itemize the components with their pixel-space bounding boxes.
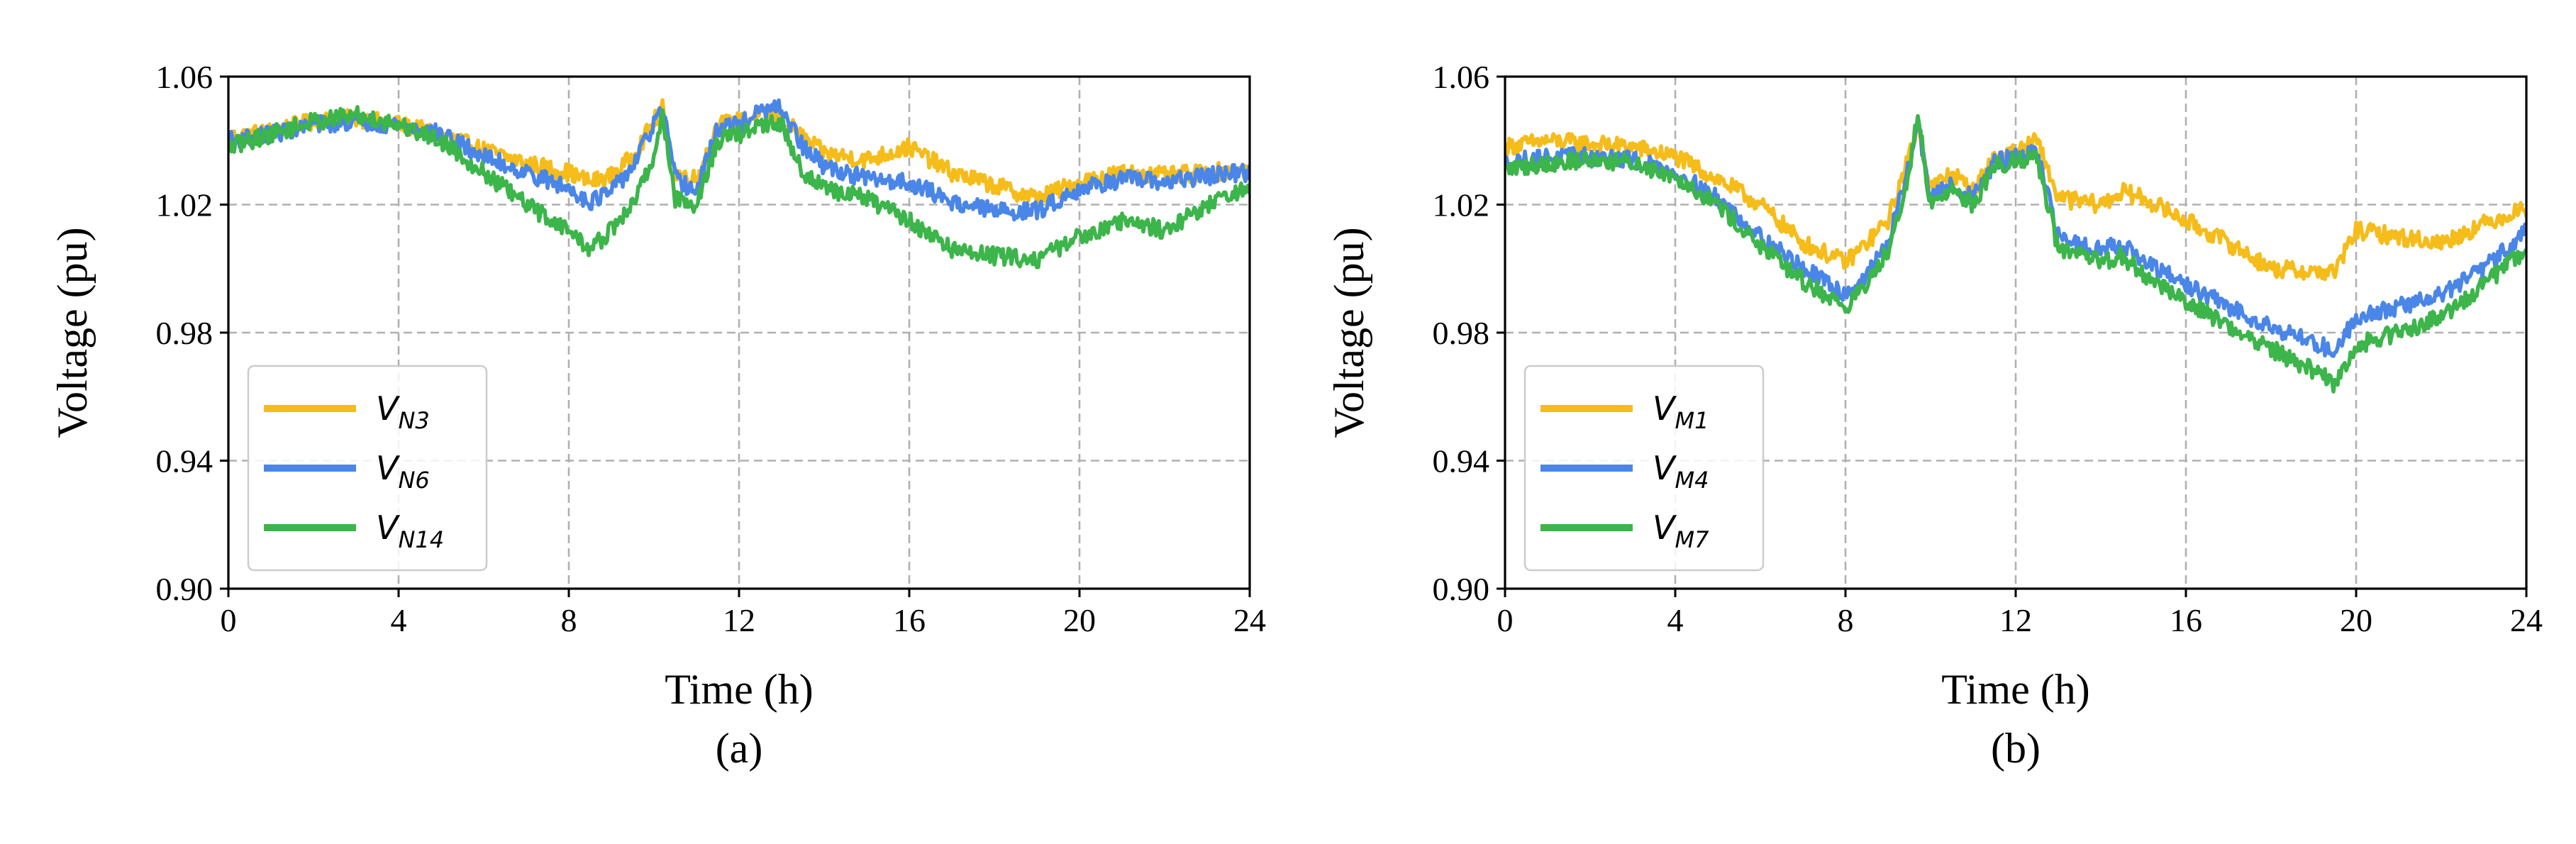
panel-label: (b) — [1991, 725, 2041, 772]
series-line-n14 — [228, 105, 1250, 270]
x-tick-label: 12 — [1999, 602, 2032, 638]
legend-label: VN3 — [376, 389, 430, 434]
series-group — [228, 98, 1250, 270]
x-tick-label: 0 — [221, 602, 237, 638]
series-group — [1505, 113, 2526, 394]
legend-box — [1523, 365, 1765, 572]
series-line-m7 — [1505, 113, 2526, 394]
x-tick-label: 24 — [2510, 602, 2543, 638]
x-tick-label: 4 — [1667, 602, 1684, 638]
y-tick-label: 1.06 — [156, 59, 213, 95]
legend-box — [247, 365, 488, 572]
legend-label: VM1 — [1653, 389, 1709, 434]
x-tick-label: 16 — [2170, 602, 2202, 638]
legend-label: VM4 — [1653, 449, 1709, 494]
legend-label: VM7 — [1653, 509, 1709, 553]
y-axis-label: Voltage (pu) — [1326, 227, 1372, 438]
y-tick-label: 0.90 — [156, 571, 213, 607]
x-tick-label: 20 — [1063, 602, 1096, 638]
y-tick-label: 0.98 — [156, 315, 213, 351]
y-tick-label: 1.06 — [1433, 59, 1490, 95]
x-tick-label: 8 — [561, 602, 577, 638]
x-tick-label: 12 — [723, 602, 755, 638]
y-tick-label: 1.02 — [156, 187, 213, 223]
y-tick-label: 0.98 — [1433, 315, 1490, 351]
y-axis-label: Voltage (pu) — [49, 227, 96, 438]
x-tick-label: 8 — [1838, 602, 1854, 638]
y-tick-label: 1.02 — [1433, 187, 1490, 223]
legend-label: VN6 — [376, 449, 430, 494]
x-tick-label: 24 — [1233, 602, 1266, 638]
x-axis-label: Time (h) — [665, 666, 813, 713]
y-tick-label: 0.94 — [156, 443, 213, 479]
x-tick-label: 16 — [893, 602, 926, 638]
x-axis-label: Time (h) — [1941, 666, 2089, 713]
y-tick-label: 0.90 — [1433, 571, 1490, 607]
x-tick-label: 20 — [2340, 602, 2372, 638]
y-tick-label: 0.94 — [1433, 443, 1490, 479]
legend-label: VN14 — [376, 509, 444, 553]
x-tick-label: 4 — [391, 602, 407, 638]
panel-label: (a) — [716, 725, 763, 772]
panel-b: 0 4 8 12 16 20 24 0.90 0.94 0.98 1.02 1.06 Time (h) V… — [1326, 59, 2543, 772]
x-tick-label: 0 — [1497, 602, 1514, 638]
panel-a: 0 4 8 12 16 20 24 0.90 0.94 0.98 1.02 1.06 Time (h) V… — [49, 59, 1266, 772]
